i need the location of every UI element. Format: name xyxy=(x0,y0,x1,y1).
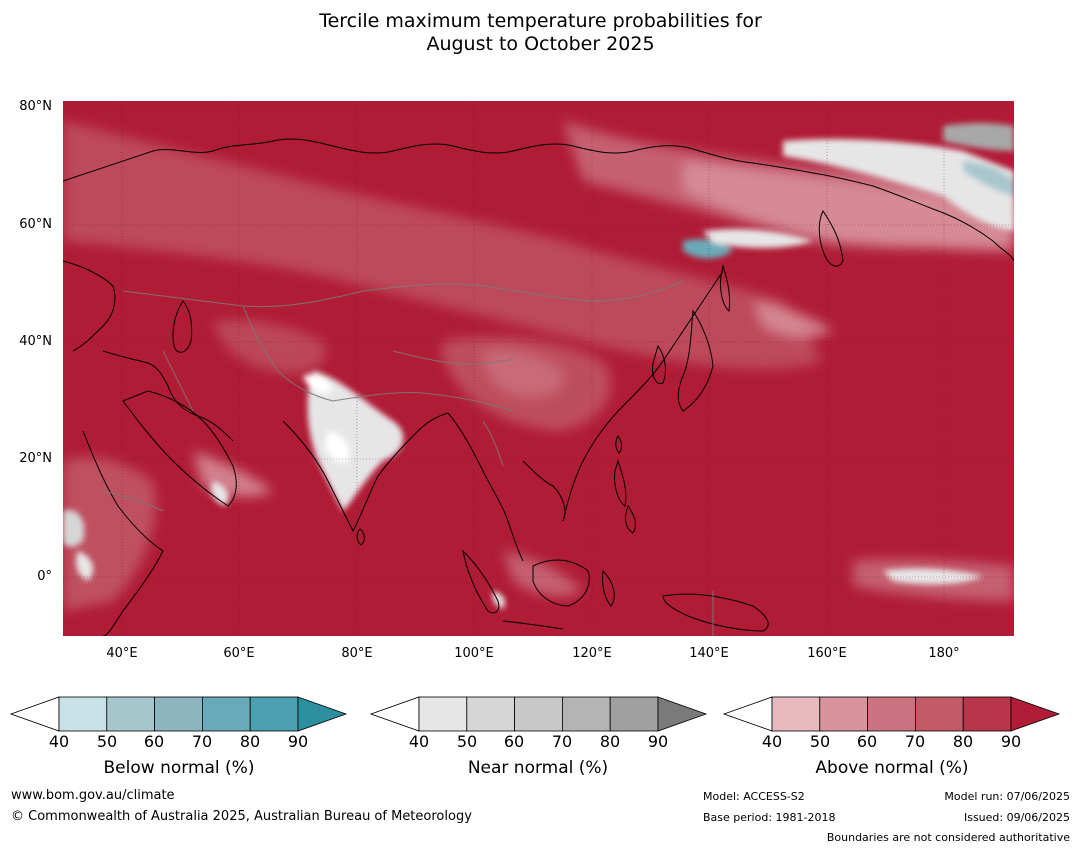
colorbar-segment xyxy=(58,696,108,732)
cb-below-tick-90: 90 xyxy=(287,732,309,751)
colorbar-segment xyxy=(249,696,299,732)
lon-label-120e: 120°E xyxy=(572,646,612,661)
colorbar-segment xyxy=(514,696,563,732)
lat-label-60n: 60°N xyxy=(19,217,52,232)
colorbar-segment xyxy=(201,696,251,732)
lat-label-0: 0° xyxy=(37,569,52,584)
colorbar-segment xyxy=(771,696,821,732)
lon-label-180: 180° xyxy=(928,646,960,661)
cb-above-tick-70: 70 xyxy=(904,732,926,751)
colorbar-under-triangle xyxy=(723,696,773,732)
copyright-text: © Commonwealth of Australia 2025, Austra… xyxy=(11,809,472,824)
cb-near-tick-60: 60 xyxy=(503,732,525,751)
cb-above-tick-40: 40 xyxy=(761,732,783,751)
colorbar-segment xyxy=(418,696,468,732)
cb-below-tick-80: 80 xyxy=(239,732,261,751)
lon-label-40e: 40°E xyxy=(106,646,138,661)
lon-label-140e: 140°E xyxy=(689,646,729,661)
lon-label-80e: 80°E xyxy=(341,646,373,661)
country-borders xyxy=(102,280,714,636)
colorbar-over-triangle xyxy=(657,696,708,732)
colorbar-near-normal xyxy=(370,696,708,732)
boundaries-text: Boundaries are not considered authoritat… xyxy=(826,831,1070,844)
colorbar-segment xyxy=(154,696,203,732)
cb-below-tick-40: 40 xyxy=(48,732,70,751)
colorbar-under-triangle xyxy=(10,696,60,732)
lat-label-20n: 20°N xyxy=(19,451,52,466)
lon-label-60e: 60°E xyxy=(223,646,255,661)
colorbar-segment xyxy=(819,696,869,732)
cb-below-tick-70: 70 xyxy=(191,732,213,751)
cb-above-tick-80: 80 xyxy=(952,732,974,751)
colorbar-over-triangle xyxy=(297,696,348,732)
colorbar-label-above: Above normal (%) xyxy=(815,758,969,778)
lat-label-80n: 80°N xyxy=(19,99,52,114)
title-line-1: Tercile maximum temperature probabilitie… xyxy=(319,10,762,32)
colorbar-segment xyxy=(609,696,659,732)
probability-bands xyxy=(63,121,1014,611)
colorbar-label-near: Near normal (%) xyxy=(467,758,609,778)
cb-near-tick-80: 80 xyxy=(599,732,621,751)
colorbar-label-below: Below normal (%) xyxy=(103,758,255,778)
colorbar-segment xyxy=(561,696,611,732)
lon-label-100e: 100°E xyxy=(454,646,494,661)
colorbar-below-normal xyxy=(10,696,348,732)
cb-above-tick-50: 50 xyxy=(809,732,831,751)
cb-below-tick-60: 60 xyxy=(143,732,165,751)
colorbar-under-triangle xyxy=(370,696,420,732)
colorbar-segment xyxy=(914,696,964,732)
colorbar-segment xyxy=(466,696,516,732)
cb-near-tick-90: 90 xyxy=(647,732,669,751)
probability-map xyxy=(63,101,1014,636)
lat-label-40n: 40°N xyxy=(19,334,52,349)
colorbar-above-normal xyxy=(723,696,1061,732)
cb-near-tick-70: 70 xyxy=(551,732,573,751)
lon-label-160e: 160°E xyxy=(807,646,847,661)
map-title: Tercile maximum temperature probabilitie… xyxy=(0,10,1081,56)
base-period-text: Base period: 1981-2018 xyxy=(703,811,836,824)
title-line-2: August to October 2025 xyxy=(426,33,655,55)
colorbar-segment xyxy=(867,696,916,732)
issued-text: Issued: 09/06/2025 xyxy=(963,811,1070,824)
colorbar-segment xyxy=(962,696,1012,732)
website-text: www.bom.gov.au/climate xyxy=(11,788,175,803)
cb-above-tick-90: 90 xyxy=(1000,732,1022,751)
model-text: Model: ACCESS-S2 xyxy=(703,790,805,803)
near-normal-patches xyxy=(63,122,1014,609)
coastlines xyxy=(63,138,1014,636)
graticule xyxy=(63,101,1014,636)
cb-below-tick-50: 50 xyxy=(96,732,118,751)
colorbar-segment xyxy=(106,696,156,732)
cb-above-tick-60: 60 xyxy=(856,732,878,751)
model-run-text: Model run: 07/06/2025 xyxy=(944,790,1070,803)
cb-near-tick-40: 40 xyxy=(408,732,430,751)
colorbar-over-triangle xyxy=(1010,696,1061,732)
cb-near-tick-50: 50 xyxy=(456,732,478,751)
